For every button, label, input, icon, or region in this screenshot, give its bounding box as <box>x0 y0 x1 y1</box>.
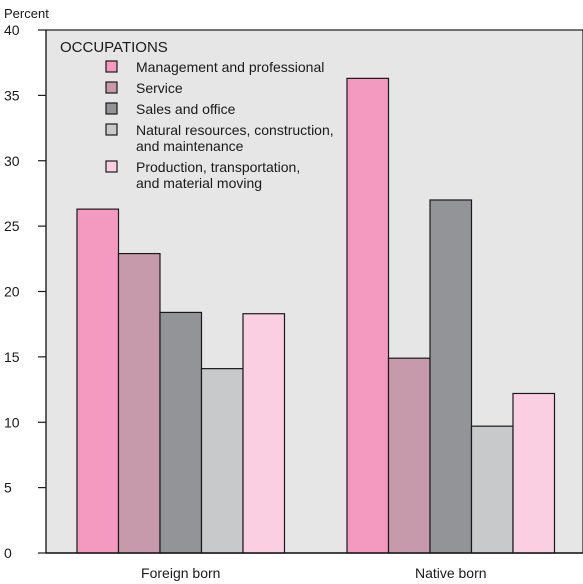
legend-swatch <box>105 160 118 173</box>
bar <box>387 357 431 554</box>
bar <box>117 252 161 554</box>
legend-label: Production, transportation, <box>136 159 300 175</box>
legend-swatch <box>105 123 118 136</box>
bar <box>76 208 120 554</box>
legend-title: OCCUPATIONS <box>60 39 168 56</box>
x-tick-label: Foreign born <box>141 565 220 581</box>
bar <box>512 392 556 554</box>
bars <box>76 77 556 554</box>
legend-label: Natural resources, construction, <box>136 122 334 138</box>
legend-label: and material moving <box>136 175 262 191</box>
legend: OCCUPATIONS Management and professional S… <box>60 39 334 191</box>
legend-label: Management and professional <box>136 59 324 75</box>
y-axis-label: Percent <box>4 6 49 21</box>
legend-label: and maintenance <box>136 138 244 154</box>
legend-swatch <box>105 102 118 115</box>
y-tick-label: 5 <box>4 480 12 496</box>
legend-swatch <box>105 81 118 94</box>
x-axis-categories: Foreign born Native born <box>141 565 486 581</box>
y-tick-label: 20 <box>4 284 20 300</box>
y-axis: 0 5 10 15 20 25 30 35 40 <box>4 22 47 561</box>
y-tick-label: 25 <box>4 218 20 234</box>
bar <box>242 313 286 554</box>
bar <box>159 311 203 554</box>
legend-swatch <box>105 60 118 73</box>
y-tick-label: 15 <box>4 349 20 365</box>
bar <box>429 199 473 554</box>
y-tick-label: 30 <box>4 153 20 169</box>
y-tick-label: 10 <box>4 414 20 430</box>
x-tick-label: Native born <box>415 565 487 581</box>
bar <box>470 425 514 554</box>
y-tick-label: 40 <box>4 22 20 38</box>
bar <box>346 77 390 554</box>
legend-label: Sales and office <box>136 101 236 117</box>
legend-label: Service <box>136 80 183 96</box>
bar <box>200 368 244 554</box>
y-tick-label: 35 <box>4 87 20 103</box>
y-tick-label: 0 <box>4 545 12 561</box>
